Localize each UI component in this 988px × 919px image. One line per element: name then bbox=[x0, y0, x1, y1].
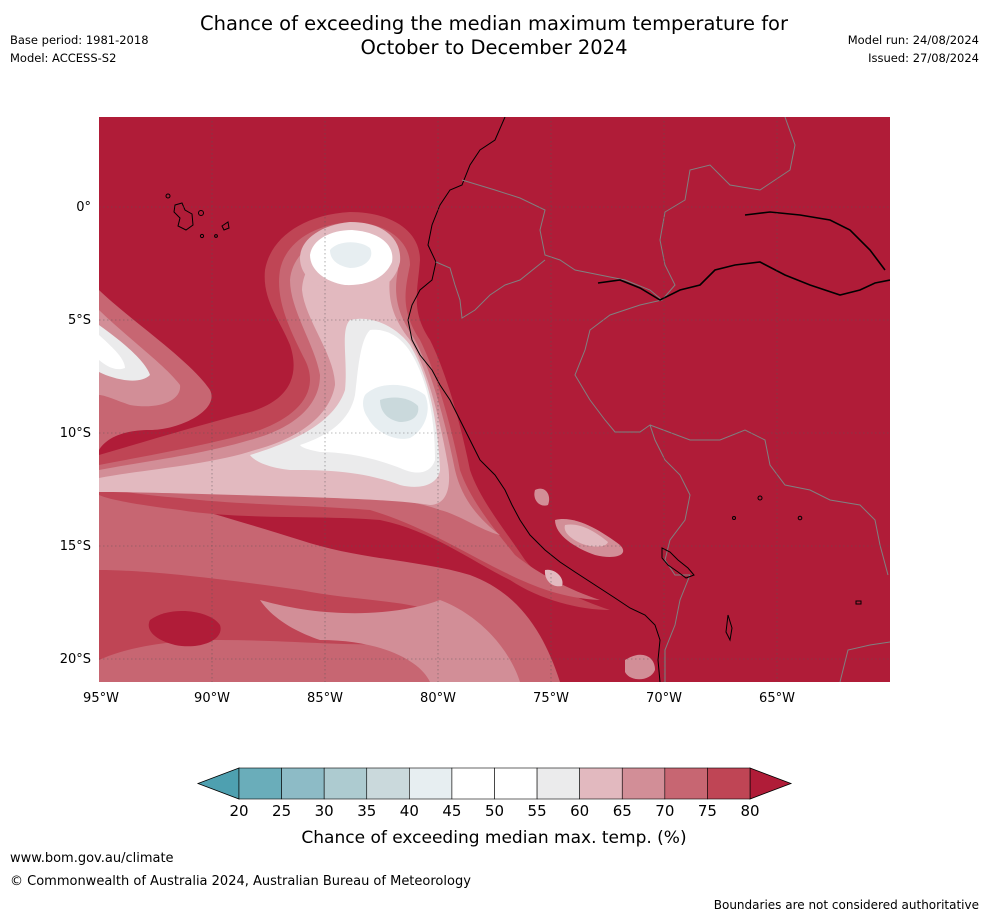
lon-label: 65°W bbox=[759, 691, 795, 706]
colorbar-tick-label: 20 bbox=[229, 802, 248, 820]
contour-80-south-spot bbox=[148, 610, 221, 647]
colorbar-tick-label: 60 bbox=[570, 802, 589, 820]
colorbar-segment bbox=[323, 767, 368, 800]
colorbar-segment bbox=[366, 767, 410, 800]
colorbar-segment bbox=[409, 767, 453, 800]
contour-40-central bbox=[380, 397, 419, 422]
border-east bbox=[839, 641, 890, 682]
colorbar-segment bbox=[621, 767, 666, 800]
colorbar-segment bbox=[579, 767, 623, 800]
colorbar-tick-label: 30 bbox=[315, 802, 334, 820]
model-name: Model: ACCESS-S2 bbox=[10, 51, 117, 65]
lon-labels: 95°W 90°W 85°W 80°W 75°W 70°W 65°W bbox=[83, 691, 795, 706]
colorbar-tick-label: 70 bbox=[655, 802, 674, 820]
small-lakes bbox=[725, 495, 862, 642]
colorbar-tick-label: 80 bbox=[740, 802, 759, 820]
river-north bbox=[744, 211, 886, 271]
lat-label: 0° bbox=[76, 200, 91, 215]
lat-label: 10°S bbox=[60, 426, 91, 441]
colorbar-tick-label: 65 bbox=[613, 802, 632, 820]
colorbar-segment bbox=[707, 767, 751, 800]
lat-labels: 0° 5°S 10°S 15°S 20°S bbox=[60, 200, 91, 667]
border-peru-brazil bbox=[574, 299, 691, 576]
map-title-line1: Chance of exceeding the median maximum t… bbox=[199, 12, 789, 35]
colorbar-segment bbox=[536, 767, 580, 800]
border-colombia-ecuador bbox=[461, 117, 796, 301]
contour-65-south bbox=[260, 600, 520, 682]
colorbar-label: Chance of exceeding median max. temp. (%… bbox=[301, 828, 686, 848]
colorbar-segment bbox=[238, 767, 282, 800]
lake-titicaca bbox=[661, 547, 695, 579]
colorbar-tick-label: 55 bbox=[528, 802, 547, 820]
copyright-text: © Commonwealth of Australia 2024, Austra… bbox=[10, 874, 471, 889]
disclaimer-text: Boundaries are not considered authoritat… bbox=[713, 898, 979, 912]
lon-label: 70°W bbox=[646, 691, 682, 706]
colorbar-tick-label: 75 bbox=[698, 802, 717, 820]
map-title: Chance of exceeding the median maximum t… bbox=[0, 12, 988, 60]
border-ecuador-peru bbox=[435, 259, 546, 319]
colorbar-tick-label: 40 bbox=[400, 802, 419, 820]
amazon-river bbox=[597, 261, 890, 301]
contour-65-south-spot bbox=[625, 654, 655, 680]
lat-label: 5°S bbox=[68, 313, 91, 328]
coastline bbox=[407, 117, 661, 682]
model-run: Model run: 24/08/2024 bbox=[847, 33, 979, 47]
lat-label: 20°S bbox=[60, 652, 91, 667]
contour-65-west bbox=[99, 310, 181, 407]
colorbar-low-extend bbox=[196, 767, 240, 800]
colorbar-tick-label: 35 bbox=[357, 802, 376, 820]
contour-45-north bbox=[330, 242, 372, 268]
contour-65-coast2 bbox=[534, 488, 550, 506]
border-bolivia bbox=[649, 424, 889, 576]
colorbar-segment bbox=[281, 767, 325, 800]
meta-right: Model run: 24/08/2024 Issued: 27/08/2024 bbox=[848, 31, 979, 67]
map-field bbox=[99, 117, 890, 682]
colorbar-tick-label: 45 bbox=[442, 802, 461, 820]
lat-label: 15°S bbox=[60, 539, 91, 554]
contour-60-coast bbox=[564, 524, 608, 547]
colorbar-segment bbox=[494, 767, 538, 800]
map-title-line2: October to December 2024 bbox=[360, 36, 628, 59]
colorbar-high-extend bbox=[749, 767, 793, 800]
issued-date: Issued: 27/08/2024 bbox=[868, 51, 979, 65]
base-period: Base period: 1981-2018 bbox=[10, 33, 149, 47]
colorbar-tick-label: 50 bbox=[485, 802, 504, 820]
colorbar-segment bbox=[664, 767, 708, 800]
lon-label: 90°W bbox=[194, 691, 230, 706]
colorbar-segment bbox=[451, 767, 495, 800]
lon-label: 85°W bbox=[307, 691, 343, 706]
contour-60-coast3 bbox=[544, 569, 563, 587]
lon-label: 75°W bbox=[533, 691, 569, 706]
lon-label: 95°W bbox=[83, 691, 119, 706]
colorbar: 20 25 30 35 40 45 50 55 60 65 70 75 80 bbox=[196, 767, 793, 820]
website-link[interactable]: www.bom.gov.au/climate bbox=[10, 851, 174, 866]
border-chile bbox=[664, 574, 691, 682]
colorbar-tick-label: 25 bbox=[272, 802, 291, 820]
galapagos-islands bbox=[165, 193, 230, 239]
contour-50-west bbox=[99, 335, 125, 370]
lon-label: 80°W bbox=[420, 691, 456, 706]
meta-left: Base period: 1981-2018 Model: ACCESS-S2 bbox=[10, 31, 149, 67]
